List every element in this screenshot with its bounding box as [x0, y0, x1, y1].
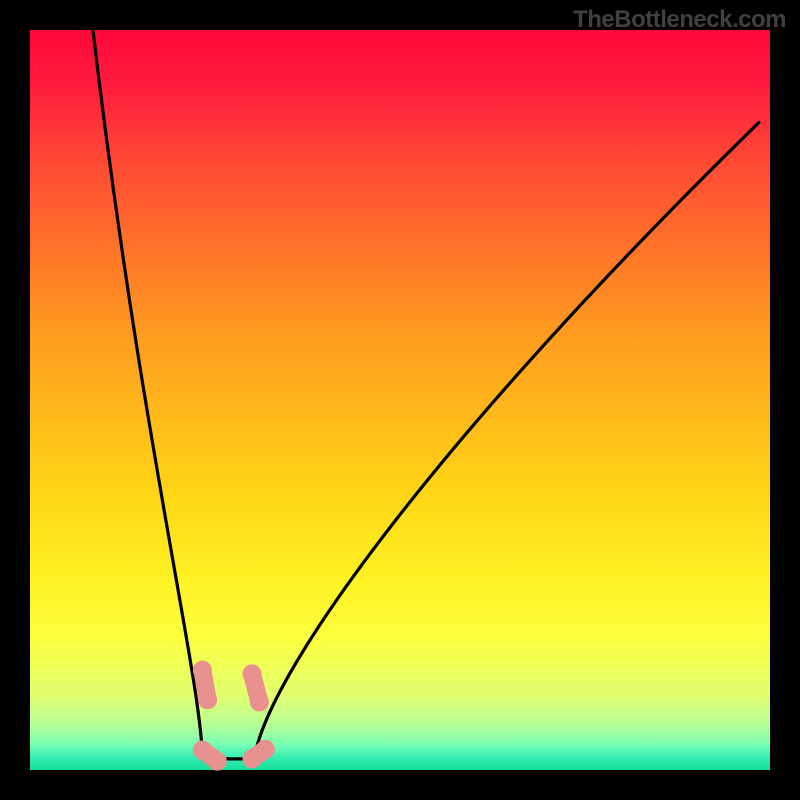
plot-background — [30, 30, 770, 770]
bottleneck-chart — [0, 0, 800, 800]
chart-frame: { "watermark": { "text": "TheBottleneck.… — [0, 0, 800, 800]
watermark-text: TheBottleneck.com — [573, 6, 786, 34]
